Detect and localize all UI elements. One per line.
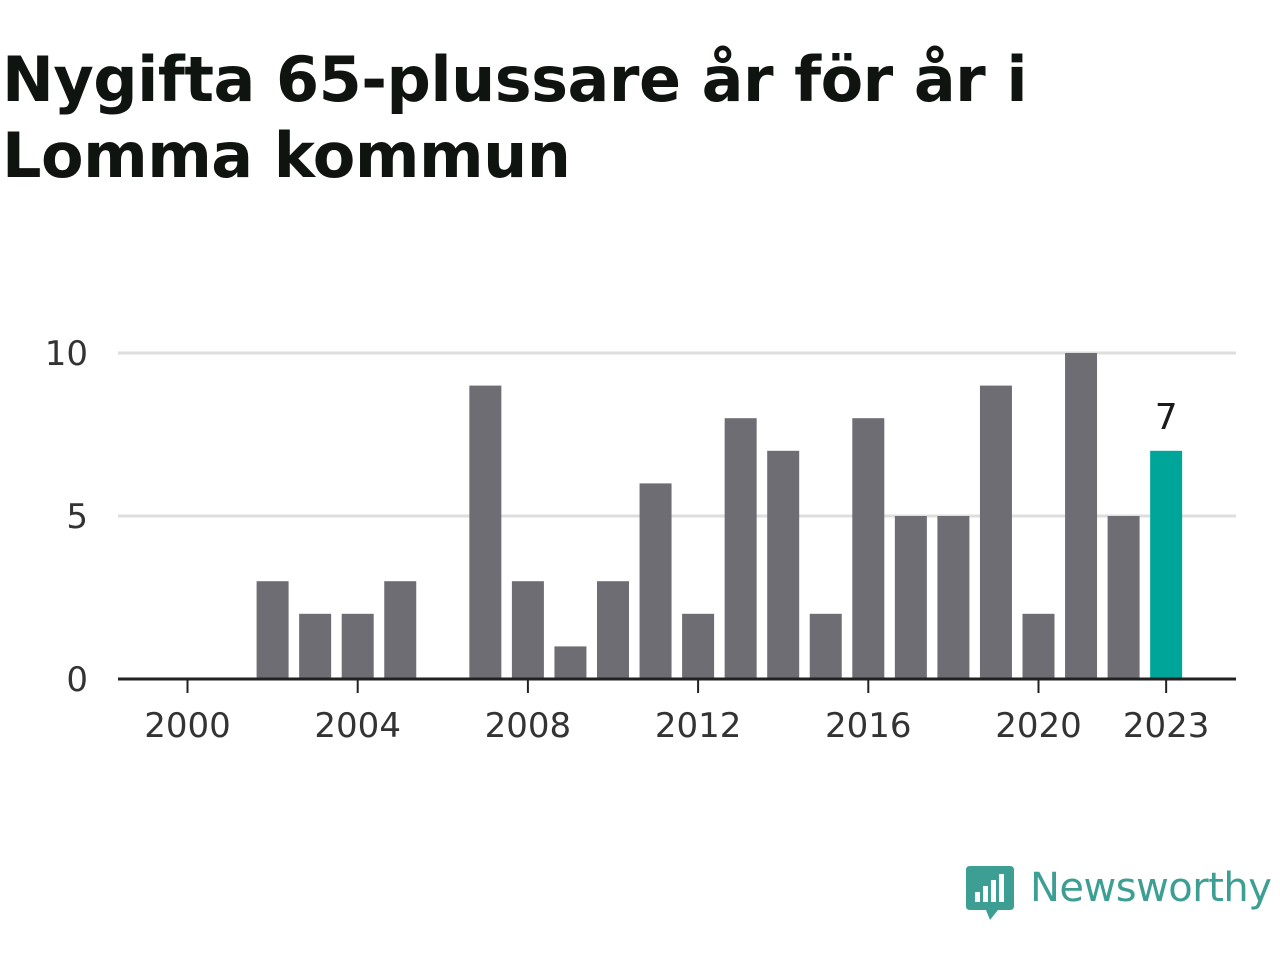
brand-logo: Newsworthy — [964, 862, 1272, 926]
bar-2005 — [384, 581, 417, 679]
y-axis-ticks: 0 5 10 — [45, 334, 88, 700]
bar-2021 — [1065, 353, 1098, 679]
x-tick-label: 2020 — [995, 706, 1082, 746]
bar-2014 — [767, 450, 800, 679]
bar-2013 — [724, 418, 757, 679]
y-tick-label: 10 — [45, 334, 88, 374]
bar-2009 — [554, 646, 587, 679]
x-tick-label: 2016 — [825, 706, 912, 746]
bar-2003 — [299, 613, 332, 679]
bar-2011 — [639, 483, 672, 679]
data-label-2023: 7 — [1155, 397, 1178, 438]
x-tick-label: 2012 — [655, 706, 742, 746]
data-labels: 7 — [1155, 397, 1178, 438]
x-tick-label: 2023 — [1123, 706, 1210, 746]
bar-2012 — [682, 613, 715, 679]
bar-2023 — [1150, 450, 1183, 679]
bar-2022 — [1107, 516, 1140, 679]
bar-2015 — [809, 613, 842, 679]
bars — [256, 353, 1183, 679]
x-tick-label: 2004 — [314, 706, 401, 746]
y-tick-label: 5 — [66, 497, 88, 537]
bar-2010 — [597, 581, 629, 679]
bar-2002 — [256, 581, 289, 679]
bar-2018 — [937, 516, 970, 679]
y-tick-label: 0 — [66, 660, 88, 700]
x-tick-label: 2000 — [144, 706, 231, 746]
bar-2007 — [469, 385, 502, 679]
bar-2016 — [852, 418, 885, 679]
newsworthy-logo-icon — [966, 866, 1014, 920]
bar-2004 — [341, 613, 374, 679]
bar-2019 — [979, 385, 1012, 679]
gridlines — [118, 351, 1236, 518]
brand-name: Newsworthy — [1030, 865, 1272, 911]
x-tick-label: 2008 — [485, 706, 572, 746]
bar-2017 — [894, 516, 927, 679]
x-axis-ticks: 2000 2004 2008 2012 2016 2020 2023 — [144, 679, 1209, 746]
bar-2020 — [1022, 613, 1055, 679]
chart-title: Nygifta 65-plussare år för år i Lomma ko… — [2, 43, 1028, 192]
bar-2008 — [511, 581, 544, 679]
